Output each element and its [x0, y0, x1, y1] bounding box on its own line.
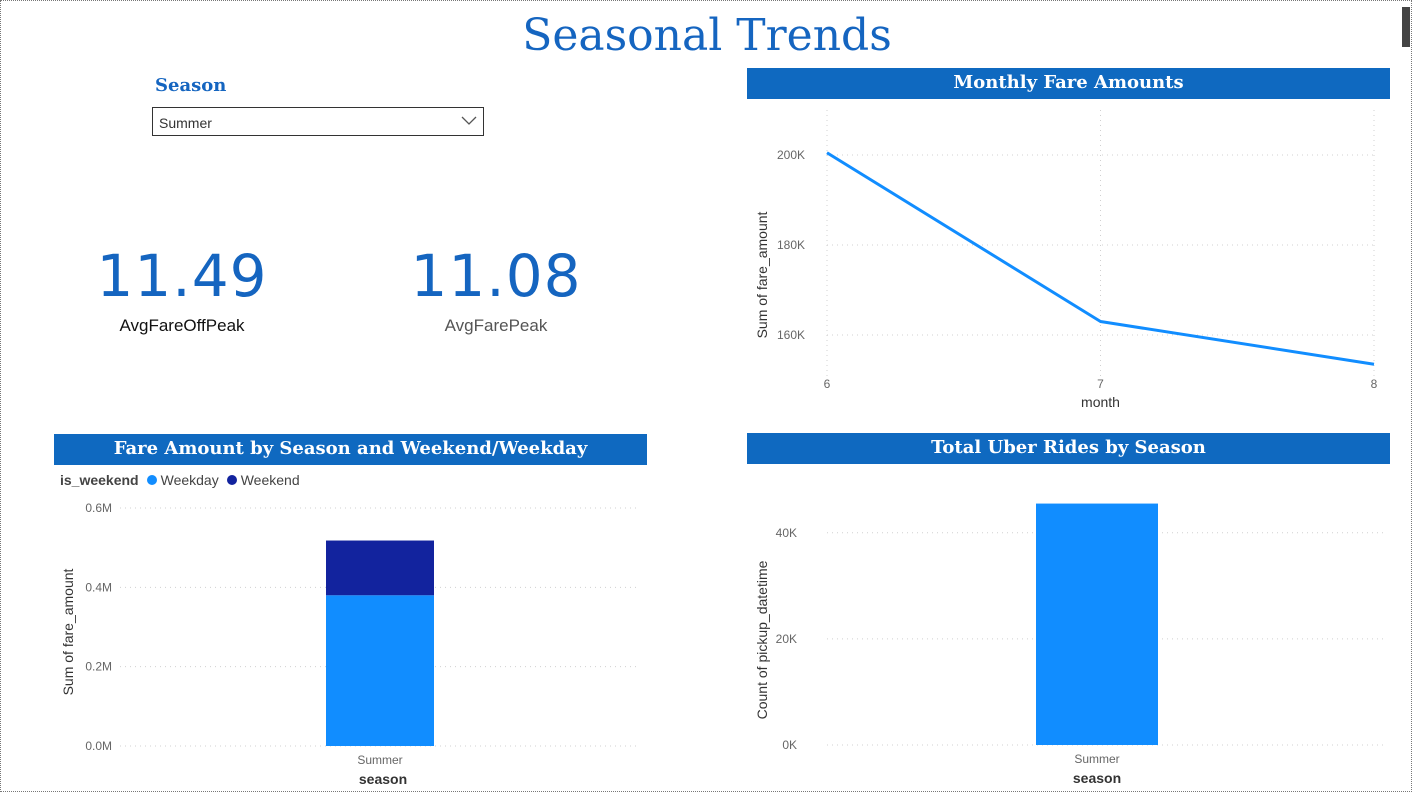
season-slicer-label: Season [155, 75, 227, 96]
x-tick-label: 6 [824, 377, 831, 391]
y-axis-title: Count of pickup_datetime [754, 560, 770, 719]
y-axis-title: Sum of fare_amount [754, 211, 770, 338]
kpi-avg-fare-offpeak-label: AvgFareOffPeak [119, 316, 245, 335]
x-axis-title: season [359, 771, 407, 787]
y-tick-label: 0.2M [85, 660, 112, 674]
x-tick-label: 7 [1097, 377, 1104, 391]
legend-dot-weekend [226, 475, 237, 485]
y-tick-label: 0.4M [85, 580, 112, 594]
y-tick-label: 40K [776, 526, 797, 540]
legend-item-weekday[interactable]: Weekday [146, 472, 219, 488]
legend-dot-weekday [146, 475, 157, 485]
chevron-down-icon [461, 116, 477, 125]
season-dropdown[interactable]: Summer [152, 107, 484, 136]
kpi-avg-fare-peak-value: 11.08 [410, 242, 582, 310]
bar-segment-weekday [326, 595, 434, 746]
y-tick-label: 180K [777, 238, 805, 252]
season-dropdown-value: Summer [159, 115, 212, 131]
rides-by-season-chart-title: Total Uber Rides by Season [747, 433, 1390, 464]
scrollbar-thumb[interactable] [1402, 7, 1410, 47]
fare-by-season-chart-title: Fare Amount by Season and Weekend/Weekda… [54, 434, 647, 465]
fare-by-season-legend: is_weekend Weekday Weekend [60, 472, 308, 488]
x-tick-label: Summer [357, 753, 402, 767]
y-tick-label: 200K [777, 148, 805, 162]
x-tick-label: Summer [1074, 752, 1119, 766]
y-tick-label: 160K [777, 328, 805, 342]
page-title: Seasonal Trends [522, 10, 892, 61]
kpi-avg-fare-offpeak-value: 11.49 [96, 242, 268, 310]
fare-by-season-stacked-bar-chart[interactable]: 0.0M 0.2M 0.4M 0.6M Summer season Sum of fare_… [54, 495, 647, 794]
x-axis-title: season [1073, 770, 1121, 786]
y-tick-label: 0.0M [85, 739, 112, 753]
y-tick-label: 20K [776, 632, 797, 646]
y-axis-title: Sum of fare_amount [60, 568, 76, 695]
legend-title: is_weekend [60, 472, 139, 488]
bar-summer [1036, 503, 1158, 745]
rides-by-season-bar-chart[interactable]: 0K 20K 40K Summer season Count of pickup_date… [747, 465, 1390, 794]
bar-segment-weekend [326, 540, 434, 596]
legend-label-weekday: Weekday [160, 472, 219, 488]
legend-item-weekend[interactable]: Weekend [226, 472, 300, 488]
x-axis-title: month [1081, 394, 1120, 410]
legend-label-weekend: Weekend [240, 472, 300, 488]
series-line [826, 151, 1375, 366]
monthly-fare-chart-title: Monthly Fare Amounts [747, 68, 1390, 99]
y-tick-label: 0K [782, 738, 797, 752]
y-tick-label: 0.6M [85, 501, 112, 515]
kpi-avg-fare-peak-label: AvgFarePeak [444, 316, 548, 335]
monthly-fare-line-chart[interactable]: 160K 180K 200K 6 7 8 month Sum of fare_amount [747, 100, 1390, 420]
x-tick-label: 8 [1371, 377, 1378, 391]
